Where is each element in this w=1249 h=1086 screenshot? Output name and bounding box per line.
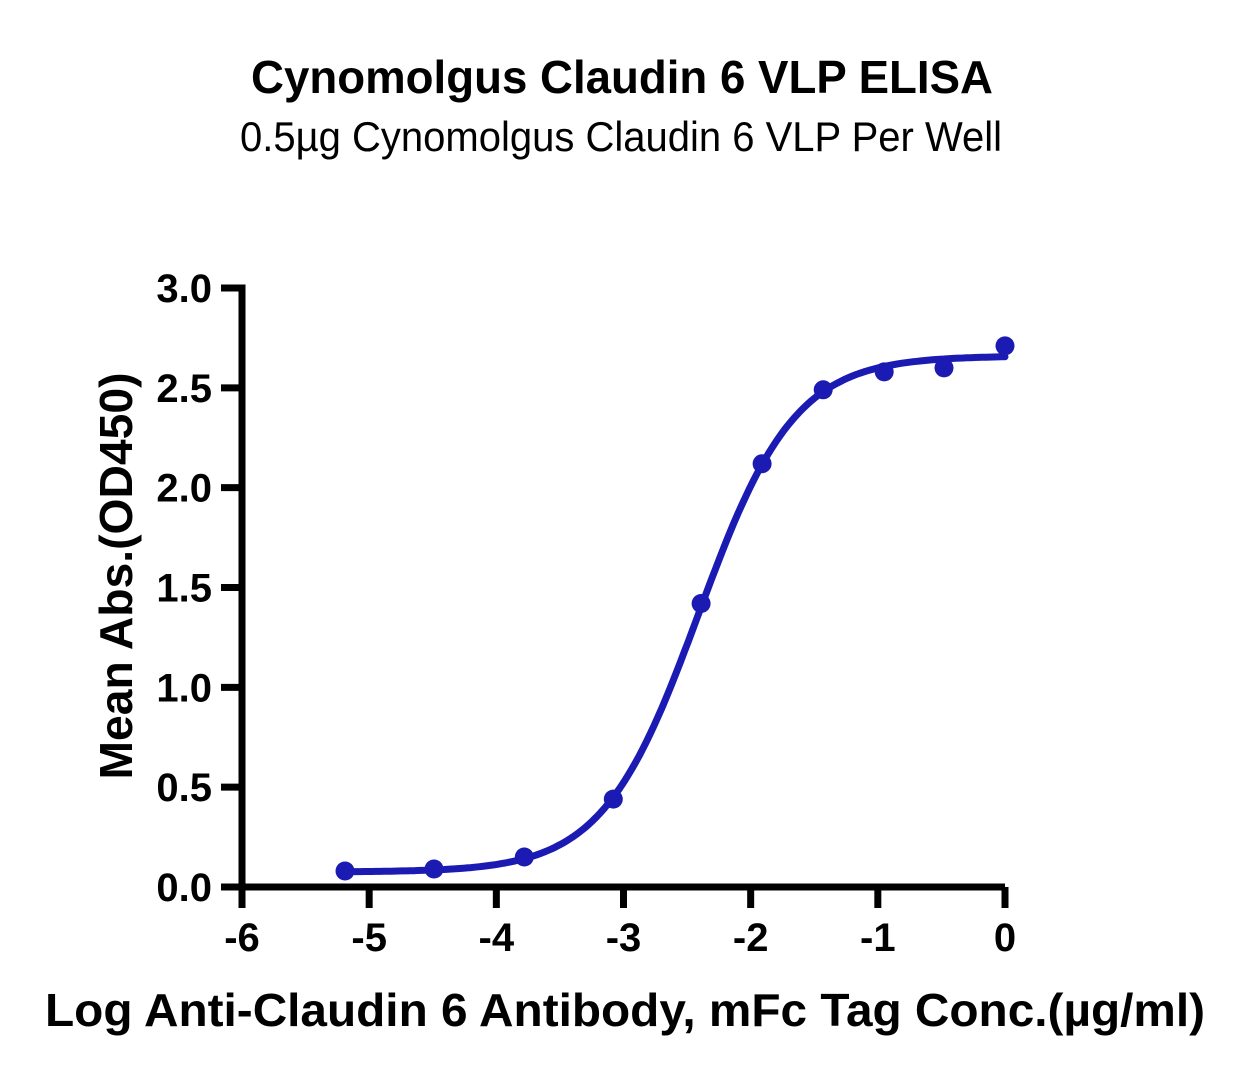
chart-title: Cynomolgus Claudin 6 VLP ELISA <box>251 51 993 103</box>
x-axis-title: Log Anti-Claudin 6 Antibody, mFc Tag Con… <box>45 984 1205 1036</box>
data-point <box>995 336 1015 356</box>
x-tick-label: -2 <box>733 916 769 960</box>
y-tick-label: 2.5 <box>156 367 212 411</box>
data-point <box>691 594 711 613</box>
chart-subtitle: 0.5µg Cynomolgus Claudin 6 VLP Per Well <box>240 113 1002 160</box>
data-point <box>603 789 623 809</box>
x-tick-label: -4 <box>479 916 515 960</box>
data-point <box>514 847 534 867</box>
data-point <box>335 861 355 881</box>
x-tick-label: -6 <box>224 916 260 960</box>
dose-response-series <box>335 336 1015 881</box>
x-tick-label: 0 <box>994 916 1016 960</box>
data-point <box>934 358 954 378</box>
y-tick-label: 1.5 <box>156 567 212 611</box>
data-point <box>813 380 833 400</box>
y-tick-label: 0.0 <box>156 866 212 910</box>
data-point <box>424 859 444 879</box>
y-tick-label: 1.0 <box>156 666 212 710</box>
y-tick-label: 2.0 <box>156 467 212 511</box>
fit-curve <box>341 353 1009 876</box>
data-point <box>874 362 894 382</box>
y-tick-label: 0.5 <box>156 766 212 810</box>
x-tick-label: -3 <box>606 916 642 960</box>
data-point <box>752 454 772 474</box>
x-tick-label: -1 <box>860 916 896 960</box>
x-tick-label: -5 <box>351 916 387 960</box>
y-axis-title: Mean Abs.(OD450) <box>90 373 142 780</box>
axes: -6 -5 -4 -3 -2 -1 0 0.0 0.5 1.0 1.5 2.0 2.5 3.0 <box>156 267 1016 960</box>
y-tick-label: 3.0 <box>156 267 212 311</box>
